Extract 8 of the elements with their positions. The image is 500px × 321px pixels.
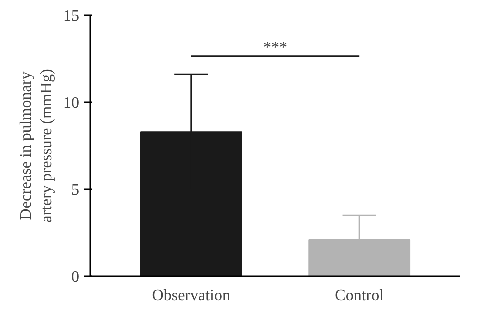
y-tick-label: 0	[72, 269, 80, 286]
x-tick-label: Observation	[152, 288, 231, 304]
y-axis-title: Decrease in pulmonary artery pressure (mmHg)	[18, 69, 56, 223]
x-tick-label: Control	[335, 288, 385, 304]
y-tick-label: 15	[64, 8, 80, 25]
y-tick-label: 5	[72, 182, 80, 199]
annotation: ***	[264, 39, 288, 56]
y-tick-label: 10	[64, 95, 80, 112]
